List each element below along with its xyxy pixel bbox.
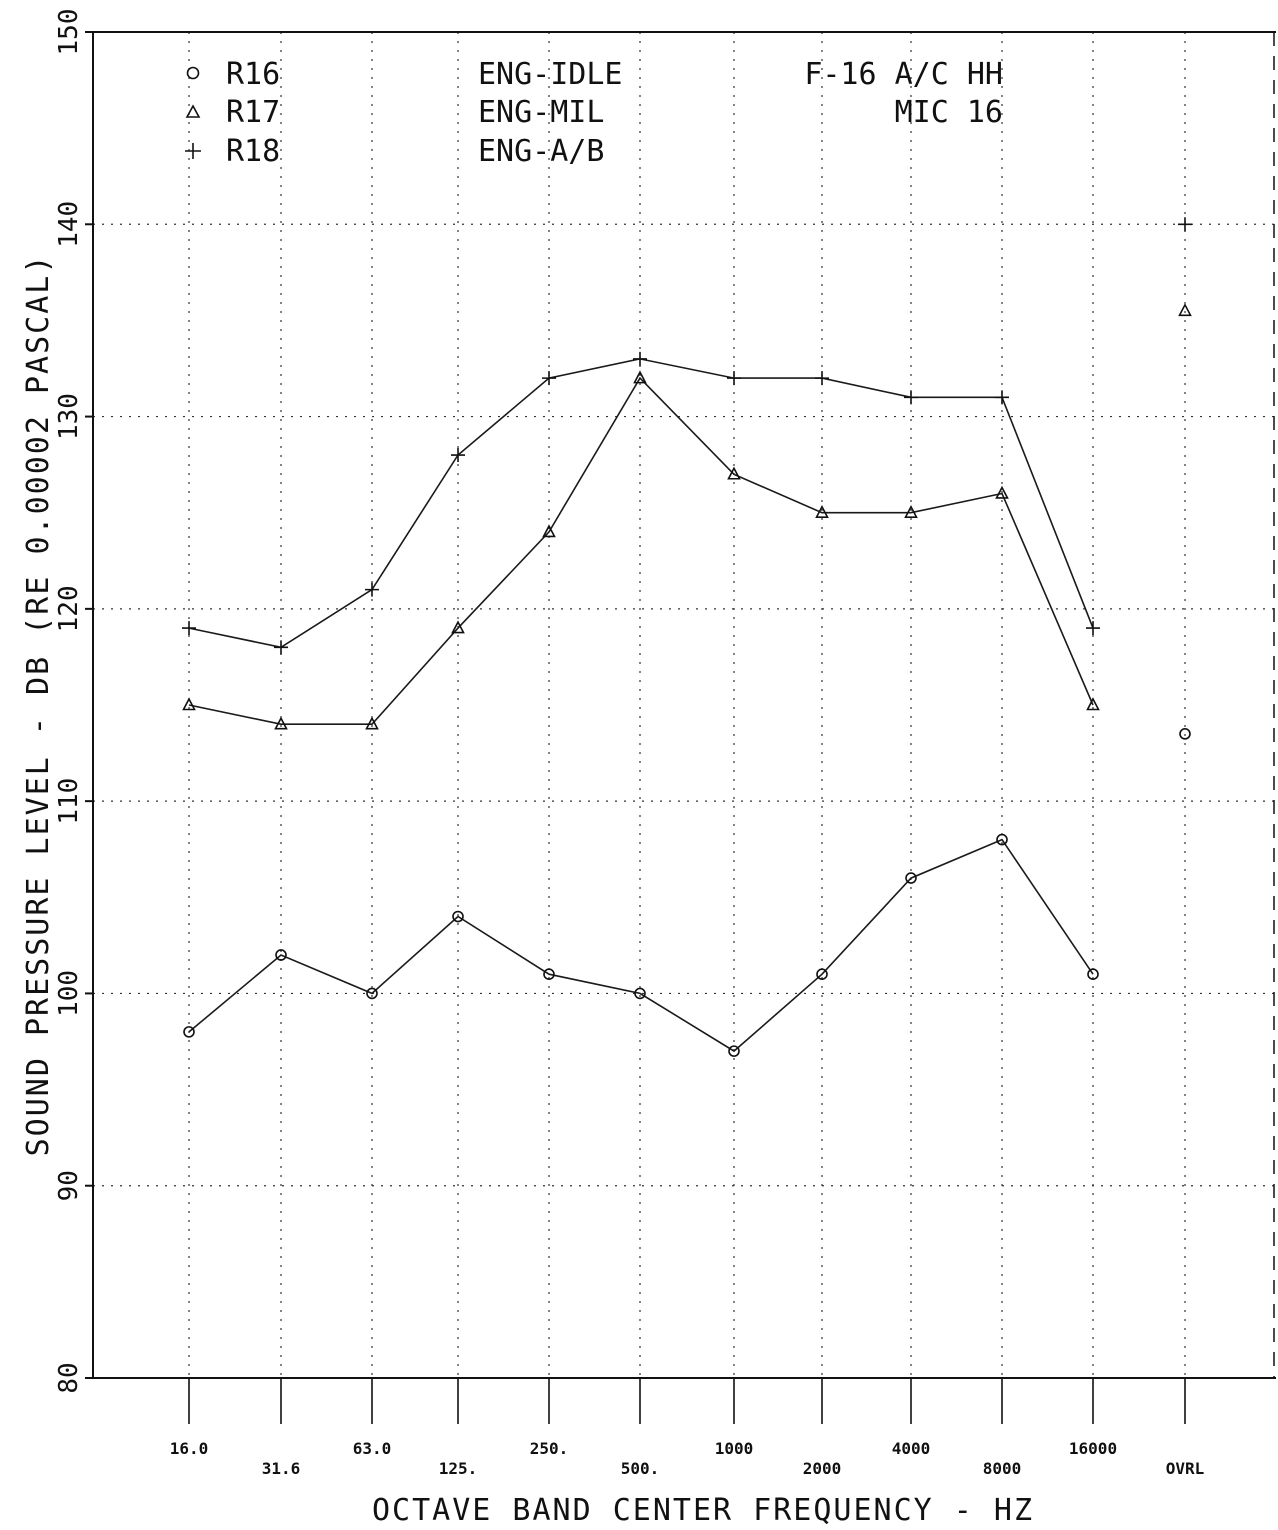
- x-tick-label: 8000: [983, 1459, 1022, 1478]
- data-point-r17: [1178, 303, 1192, 317]
- series-line-r16: [188, 838, 1094, 1053]
- data-point-r18: [815, 371, 829, 386]
- mic-annotation: MIC 16: [895, 95, 1003, 130]
- data-point-r18: [274, 640, 288, 655]
- data-point-r17: [995, 485, 1009, 499]
- data-point-r17: [633, 370, 647, 384]
- x-tick-label: 31.6: [262, 1459, 301, 1478]
- data-point-r18: [995, 390, 1009, 405]
- data-point-r16: [996, 833, 1008, 846]
- data-point-r16: [366, 987, 378, 1000]
- y-tick-label: 90: [54, 1170, 84, 1201]
- data-point-r17: [1086, 697, 1100, 711]
- y-tick-label: 140: [54, 201, 84, 248]
- data-point-r17: [182, 697, 196, 711]
- axes: [92, 31, 1276, 1379]
- data-point-r17: [727, 466, 741, 480]
- y-tick-label: 100: [54, 970, 84, 1017]
- legend-series-label: R18: [226, 134, 280, 169]
- x-tick-label: 16000: [1069, 1439, 1117, 1458]
- data-point-r17: [542, 524, 556, 538]
- data-point-r16: [452, 910, 464, 923]
- legend-entry-r18: R18 ENG-A/B: [185, 134, 604, 169]
- y-tick-label: 110: [54, 778, 84, 825]
- x-tick-label: 2000: [803, 1459, 842, 1478]
- data-point-r18: [727, 371, 741, 386]
- legend-condition-label: ENG-MIL: [478, 95, 604, 130]
- x-tick-label: 125.: [439, 1459, 478, 1478]
- data-point-r17: [904, 504, 918, 519]
- x-tick-label: 63.0: [353, 1439, 392, 1458]
- data-point-r16: [905, 872, 917, 884]
- data-point-r18: [904, 390, 918, 405]
- plus-marker-icon: [185, 143, 201, 159]
- data-point-r17: [274, 716, 288, 730]
- legend-series-label: R17: [226, 95, 280, 130]
- data-point-r16: [1087, 968, 1099, 981]
- circle-marker-icon: [186, 66, 200, 80]
- y-tick-label: 130: [54, 393, 84, 440]
- legend-entry-r16: R16 ENG-IDLE: [186, 57, 623, 92]
- data-point-r18: [633, 351, 647, 366]
- legend: R16 ENG-IDLE R17 ENG-MIL R18 ENG-A/B: [185, 57, 623, 169]
- data-point-r18: [182, 621, 196, 636]
- data-point-r17: [451, 620, 465, 634]
- data-point-r16: [543, 968, 555, 981]
- y-tick-label: 80: [54, 1362, 84, 1393]
- x-tick-label: 16.0: [170, 1439, 209, 1458]
- data-point-r16: [634, 987, 646, 1000]
- x-axis-title: OCTAVE BAND CENTER FREQUENCY - HZ: [372, 1493, 1034, 1528]
- series-line-r17: [188, 376, 1094, 726]
- data-point-r17: [815, 504, 829, 519]
- y-axis-title: SOUND PRESSURE LEVEL - DB (RE 0.00002 PA…: [21, 254, 56, 1157]
- data-series: [182, 217, 1192, 1057]
- y-tick-labels: 80 90 100 110 120 130 140 150: [54, 9, 93, 1394]
- data-point-r16: [728, 1045, 740, 1057]
- x-tick-label: 1000: [715, 1439, 754, 1458]
- legend-condition-label: ENG-A/B: [478, 134, 604, 169]
- legend-entry-r17: R17 ENG-MIL: [185, 95, 604, 130]
- triangle-marker-icon: [185, 104, 201, 118]
- x-tick-label: 500.: [621, 1459, 660, 1478]
- legend-series-label: R16: [226, 57, 280, 92]
- x-tick-label: OVRL: [1166, 1459, 1205, 1478]
- data-point-r17: [365, 716, 379, 730]
- data-point-r18: [1086, 621, 1100, 636]
- y-tick-label: 150: [54, 9, 84, 56]
- data-point-r18: [451, 448, 465, 463]
- data-point-r16: [1179, 728, 1191, 740]
- data-point-r16: [816, 968, 828, 981]
- x-tick-label: 4000: [892, 1439, 931, 1458]
- x-tick-labels: 16.0 31.6 63.0 125. 250. 500. 1000 2000 4000 8000…: [170, 1378, 1205, 1478]
- data-point-r18: [1178, 217, 1192, 232]
- data-point-r16: [183, 1026, 195, 1038]
- aircraft-annotation: F-16 A/C HH: [804, 57, 1003, 92]
- data-point-r16: [275, 949, 287, 961]
- x-tick-label: 250.: [530, 1439, 569, 1458]
- data-point-r18: [542, 371, 556, 386]
- data-point-r18: [365, 582, 379, 597]
- y-tick-label: 120: [54, 585, 84, 632]
- legend-condition-label: ENG-IDLE: [478, 57, 623, 92]
